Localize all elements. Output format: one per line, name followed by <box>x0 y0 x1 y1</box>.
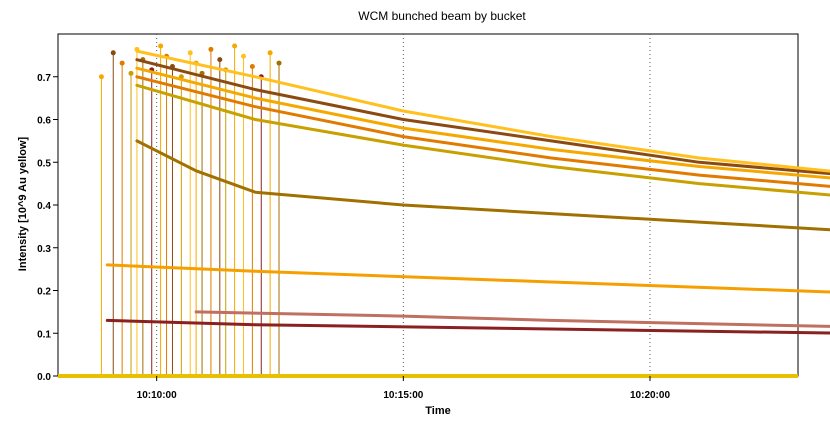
x-tick-label: 10:15:00 <box>383 390 423 401</box>
y-tick-label: 0.7 <box>37 73 51 84</box>
series-line <box>105 318 830 335</box>
x-axis-label: Time <box>425 405 450 417</box>
spike-marker <box>232 43 238 49</box>
spike-marker <box>158 43 164 49</box>
series-line <box>135 49 830 173</box>
series-line <box>135 58 830 176</box>
spike-marker <box>98 74 104 80</box>
spike-marker <box>217 57 223 63</box>
y-tick-label: 0.0 <box>37 372 51 383</box>
spike-marker <box>208 46 214 52</box>
y-axis-label: Intensity [10^9 Au yellow] <box>17 136 29 271</box>
spike-marker <box>119 60 125 66</box>
y-tick-label: 0.5 <box>37 158 51 169</box>
spike-marker <box>110 50 116 56</box>
spike-marker <box>128 70 134 76</box>
spike-marker <box>267 50 273 56</box>
x-tick-label: 10:10:00 <box>137 390 177 401</box>
series-line <box>135 66 830 180</box>
y-tick-label: 0.3 <box>37 244 51 255</box>
series-line <box>135 139 830 232</box>
series-line <box>135 75 830 188</box>
spike-marker <box>240 53 246 59</box>
spike-marker <box>249 63 255 69</box>
series-line <box>194 310 830 328</box>
y-tick-label: 0.6 <box>37 116 51 127</box>
y-tick-label: 0.1 <box>37 329 51 340</box>
series-line <box>135 83 830 197</box>
chart-title: WCM bunched beam by bucket <box>358 9 526 23</box>
series-line <box>105 263 830 294</box>
spike-marker <box>187 50 193 56</box>
spike-marker <box>276 60 282 66</box>
x-tick-label: 10:20:00 <box>630 390 670 401</box>
y-tick-label: 0.2 <box>37 287 51 298</box>
series-group <box>58 43 830 378</box>
y-tick-label: 0.4 <box>37 201 51 212</box>
axis-ticks: 10:10:00 10:15:00 10:20:00 0.0 0.1 0.2 0.3 0.4 0… <box>37 73 670 401</box>
